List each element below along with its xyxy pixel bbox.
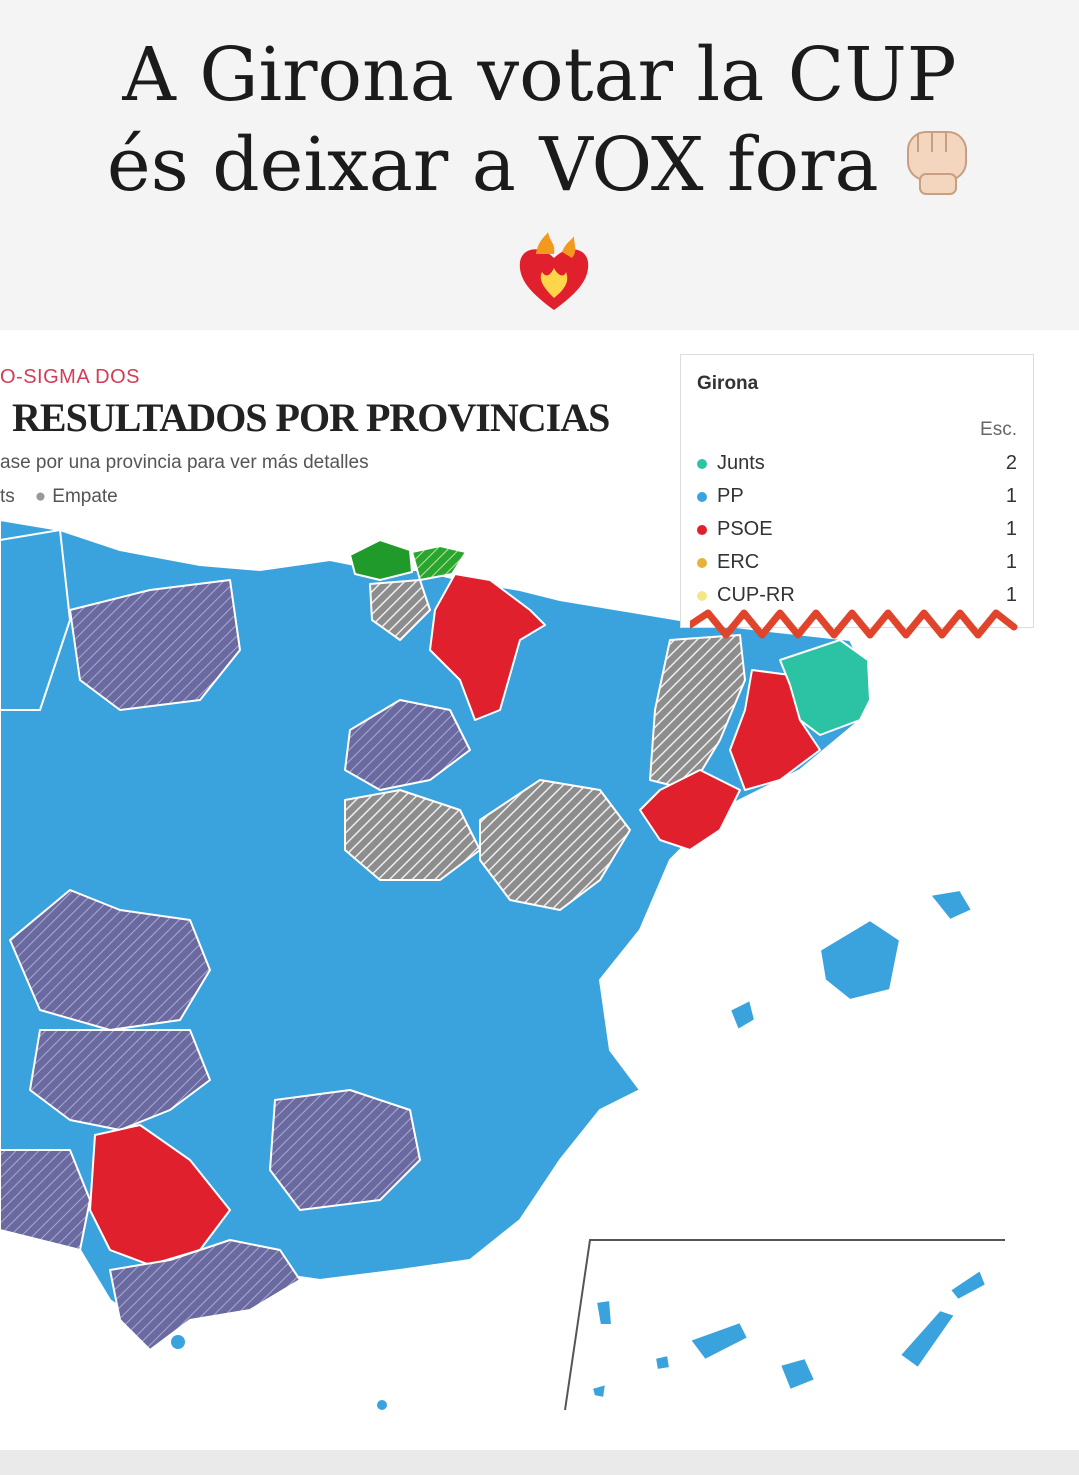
map-card: O-SIGMA DOS RESULTADOS POR PROVINCIAS as… (0, 330, 1079, 1450)
province-leon[interactable] (69, 579, 241, 711)
tooltip-row: CUP-RR 1 (697, 579, 1017, 612)
caption-line-2: és deixar a VOX fora (0, 120, 1079, 218)
party-seats: 1 (1005, 485, 1017, 507)
province-lleida[interactable] (649, 634, 746, 791)
province-cadiz[interactable] (109, 1239, 301, 1351)
island-gran-canaria[interactable] (779, 1357, 816, 1391)
province-tooltip: Girona Esc. Junts 2 PP 1 PSOE 1 ERC 1 CUP-RR… (680, 354, 1034, 628)
tooltip-province: Girona (697, 373, 759, 394)
map-kicker: O-SIGMA DOS (0, 366, 140, 388)
tooltip-seats-header: Esc. (980, 419, 1017, 440)
map-title: RESULTADOS POR PROVINCIAS (12, 395, 610, 440)
island-la-palma[interactable] (595, 1299, 613, 1326)
province-caceres[interactable] (9, 889, 211, 1031)
province-teruel[interactable] (479, 779, 631, 911)
island-la-gomera[interactable] (654, 1354, 671, 1371)
island-menorca[interactable] (929, 889, 973, 921)
province-navarra[interactable] (429, 573, 546, 721)
province-alava[interactable] (369, 579, 431, 641)
party-seats: 1 (1005, 551, 1017, 573)
tooltip-rows: Junts 2 PP 1 PSOE 1 ERC 1 CUP-RR 1 (697, 447, 1017, 612)
party-swatch-icon (697, 458, 707, 469)
island-tenerife[interactable] (689, 1321, 749, 1361)
province-jaen[interactable] (269, 1089, 421, 1211)
party-swatch-icon (697, 491, 707, 502)
party-swatch-icon (697, 524, 707, 535)
province-gipuzkoa[interactable] (411, 545, 467, 581)
raised-fist-icon (902, 124, 972, 218)
province-huelva[interactable] (0, 1149, 91, 1251)
zigzag-scribble (690, 609, 1018, 639)
spain-map (0, 519, 1005, 1411)
province-galicia[interactable] (0, 529, 71, 711)
melilla-marker[interactable] (377, 1400, 387, 1410)
tooltip-row: PSOE 1 (697, 513, 1017, 546)
island-fuerteventura[interactable] (899, 1309, 956, 1369)
party-name: PSOE (717, 518, 773, 540)
party-name: Junts (717, 452, 765, 474)
caption-line-1: A Girona votar la CUP (122, 32, 957, 118)
legend-row: ts ● Empate (0, 486, 118, 508)
province-soria[interactable] (344, 789, 481, 881)
bottom-bar (0, 1450, 1079, 1475)
party-seats: 1 (1005, 518, 1017, 540)
party-name: PP (717, 485, 744, 507)
province-tarragona[interactable] (639, 769, 741, 851)
party-name: CUP-RR (717, 584, 795, 606)
province-burgos[interactable] (344, 699, 471, 791)
island-mallorca[interactable] (819, 919, 901, 1001)
map-subtitle: ase por una provincia para ver más detal… (0, 452, 369, 473)
story-caption: A Girona votar la CUP és deixar a VOX fo… (0, 30, 1079, 218)
province-bizkaia[interactable] (349, 539, 413, 581)
tooltip-row: Junts 2 (697, 447, 1017, 480)
party-swatch-icon (697, 557, 707, 568)
heart-on-fire-icon (512, 232, 596, 321)
party-seats: 2 (1005, 452, 1017, 474)
party-name: ERC (717, 551, 760, 573)
island-lanzarote[interactable] (949, 1269, 987, 1301)
island-ibiza[interactable] (729, 999, 756, 1031)
tooltip-row: PP 1 (697, 480, 1017, 513)
province-badajoz[interactable] (29, 1029, 211, 1131)
legend-tie-label: Empate (52, 486, 118, 507)
party-seats: 1 (1005, 584, 1017, 606)
canary-inset-border (564, 1239, 1005, 1411)
island-el-hierro[interactable] (591, 1383, 607, 1399)
party-swatch-icon (697, 590, 707, 601)
legend-tie-dot-icon: ● (34, 486, 47, 507)
caption-line-2-text: és deixar a VOX fora (106, 122, 879, 208)
tooltip-row: ERC 1 (697, 546, 1017, 579)
province-girona[interactable] (779, 639, 871, 736)
ceuta-marker[interactable] (171, 1335, 185, 1349)
legend-prefix: ts (0, 486, 15, 507)
